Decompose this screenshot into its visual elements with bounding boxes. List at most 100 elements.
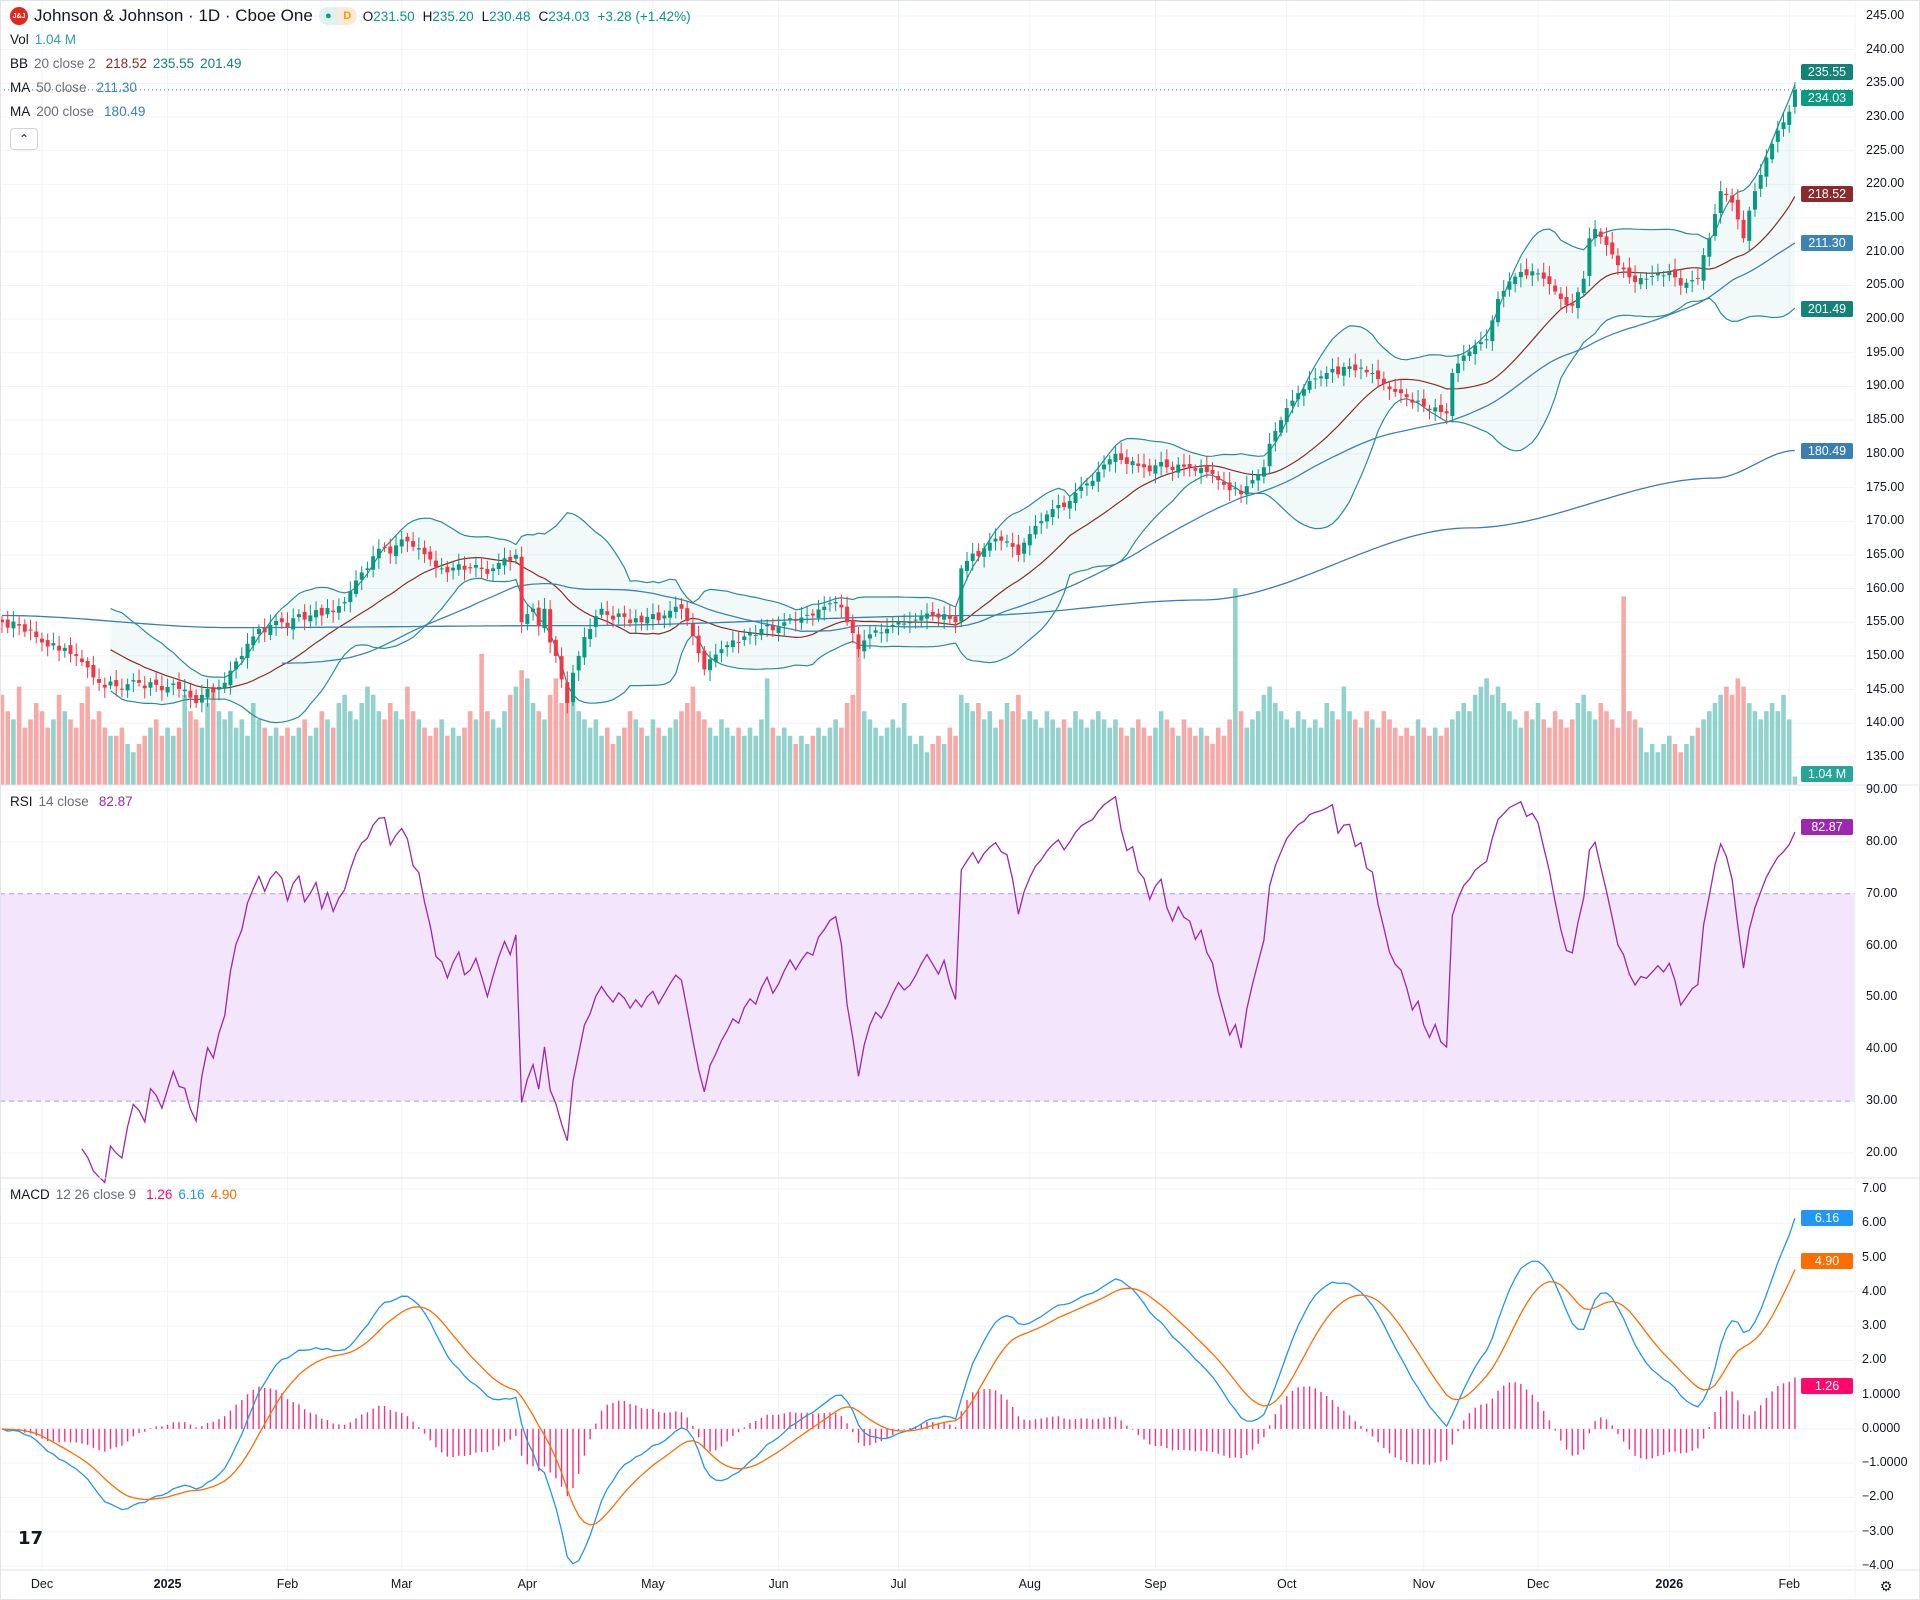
time-axis-label: 2026: [1655, 1577, 1684, 1591]
candle: [1575, 287, 1580, 319]
volume-bar: [467, 711, 473, 785]
price-axis-tick: 135.00: [1866, 748, 1905, 763]
signal-line: [1, 1269, 1796, 1526]
candle: [1004, 534, 1009, 548]
volume-bar: [1598, 703, 1604, 785]
candle: [913, 613, 918, 629]
candle: [1341, 362, 1346, 386]
candle: [1661, 270, 1666, 287]
candle: [982, 543, 987, 568]
candle: [1770, 139, 1775, 164]
volume-bar: [268, 735, 273, 785]
candle: [1033, 515, 1038, 539]
volume-bar: [662, 735, 667, 785]
candle: [765, 619, 770, 637]
volume-bar: [861, 711, 867, 785]
candle: [268, 614, 273, 641]
volume-bar: [650, 719, 656, 785]
volume-bar: [1490, 694, 1495, 785]
volume-bar: [981, 719, 987, 785]
candle: [74, 643, 79, 667]
candle: [1524, 258, 1529, 280]
candle: [1364, 365, 1369, 377]
candle: [508, 550, 513, 571]
volume-bar: [810, 735, 816, 785]
volume-bar: [993, 727, 998, 785]
volume-bar: [11, 719, 16, 785]
price-axis-tick: 205.00: [1866, 277, 1905, 292]
volume-bar: [1701, 719, 1706, 785]
price-tag: 218.52: [1801, 186, 1853, 203]
price-axis-tick: 160.00: [1866, 580, 1905, 595]
price-axis-tick: 190.00: [1866, 378, 1905, 393]
candle: [1330, 358, 1335, 383]
candle: [5, 610, 10, 634]
candle: [234, 657, 239, 679]
volume-bar: [1278, 711, 1284, 785]
volume-bar: [1147, 735, 1153, 785]
volume-bar: [176, 727, 182, 785]
candle: [1564, 286, 1569, 313]
volume-bar: [1609, 719, 1615, 785]
candle: [1421, 389, 1426, 413]
candle: [39, 632, 44, 652]
volume-bar: [907, 735, 913, 785]
volume-bar: [1044, 711, 1050, 785]
candle: [690, 613, 695, 646]
volume-bar: [519, 670, 524, 785]
volume-bar: [901, 703, 907, 785]
time-axis-label: Jun: [768, 1577, 789, 1591]
settings-gear-icon[interactable]: ⚙: [1879, 1578, 1893, 1594]
candle: [879, 623, 884, 643]
candle: [1273, 422, 1278, 452]
candle: [1370, 363, 1375, 384]
candle: [1044, 510, 1049, 529]
symbol-title[interactable]: Johnson & Johnson · 1D · Cboe One: [34, 6, 313, 25]
time-axis-label: Nov: [1412, 1577, 1435, 1591]
volume-bar: [113, 735, 119, 785]
volume-bar: [1741, 686, 1746, 785]
rsi-legend[interactable]: RSI 14 close 82.87: [10, 794, 133, 809]
candle: [696, 625, 701, 663]
volume-bar: [485, 711, 490, 785]
candle: [1467, 344, 1472, 362]
candle: [1296, 385, 1301, 408]
volume-bar: [1501, 703, 1507, 785]
tradingview-logo-icon[interactable]: 17: [18, 1528, 44, 1549]
market-status[interactable]: ● D: [318, 7, 357, 25]
volume-bar: [1392, 727, 1398, 785]
candle: [1513, 273, 1518, 293]
delayed-badge: D: [337, 7, 357, 25]
volume-bar: [245, 735, 250, 785]
volume-bar: [1769, 703, 1775, 785]
symbol-legend[interactable]: J&J Johnson & Johnson · 1D · Cboe One ● …: [10, 6, 691, 26]
candle: [422, 540, 427, 563]
volume-bar: [171, 735, 176, 785]
volume-bar: [867, 719, 873, 785]
volume-bar: [450, 727, 456, 785]
volume-bar: [804, 744, 810, 785]
candle: [51, 632, 56, 651]
volume-bar: [416, 719, 422, 785]
candle: [1204, 455, 1209, 478]
volume-bar: [1552, 711, 1558, 785]
macd-pane: [1, 1217, 1796, 1565]
volume-bar: [1575, 703, 1581, 785]
ma50-legend[interactable]: MA 50 close 211.30: [10, 80, 137, 95]
volume-bar: [1764, 711, 1769, 785]
collapse-legend-button[interactable]: ⌃: [10, 128, 38, 150]
candle: [1261, 459, 1266, 484]
volume-legend[interactable]: Vol 1.04 M: [10, 32, 77, 47]
candle: [896, 616, 901, 636]
candle: [1336, 356, 1341, 379]
candle: [616, 608, 621, 625]
volume-bar: [439, 719, 444, 785]
macd-legend[interactable]: MACD 12 26 close 9 1.26 6.16 4.90: [10, 1187, 237, 1202]
bb-legend[interactable]: BB 20 close 2 218.52 235.55 201.49: [10, 56, 242, 71]
volume-bar: [1021, 719, 1027, 785]
bollinger-bands: [110, 84, 1796, 724]
macd-axis-tick: −2.00: [1862, 1489, 1894, 1504]
ma200-legend[interactable]: MA 200 close 180.49: [10, 104, 146, 119]
candle: [359, 566, 364, 591]
